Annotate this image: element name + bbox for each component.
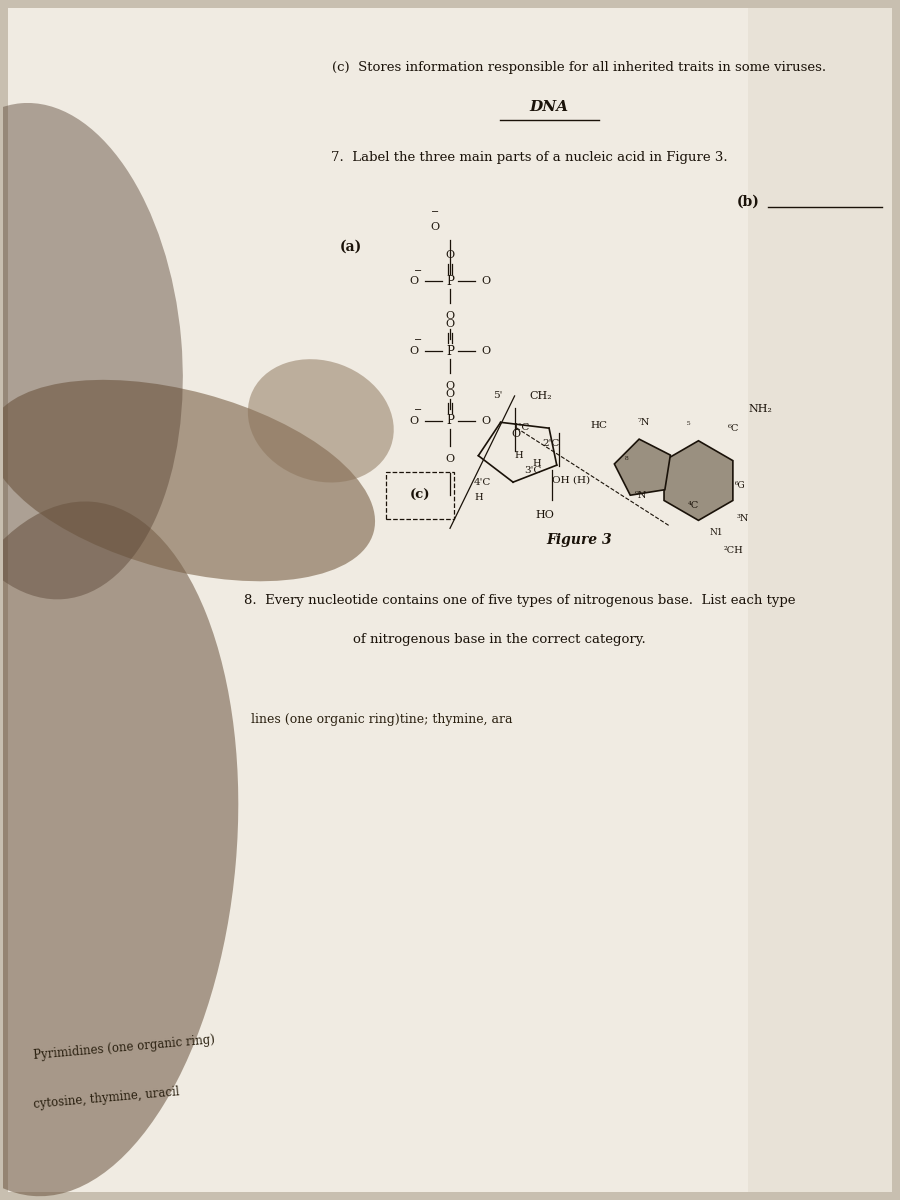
Text: −: −: [414, 265, 422, 276]
Text: NH₂: NH₂: [748, 404, 772, 414]
Polygon shape: [664, 440, 733, 521]
Text: O: O: [446, 250, 454, 259]
Text: O: O: [482, 346, 490, 356]
Text: (c)  Stores information responsible for all inherited traits in some viruses.: (c) Stores information responsible for a…: [332, 61, 826, 74]
Text: HC: HC: [590, 421, 608, 431]
Text: O: O: [482, 276, 490, 287]
Text: O: O: [446, 389, 454, 398]
Text: Pyrimidines (one organic ring): Pyrimidines (one organic ring): [32, 1033, 215, 1062]
Text: HO: HO: [536, 510, 554, 520]
Text: CH₂: CH₂: [529, 391, 552, 401]
Text: ⁹N: ⁹N: [634, 491, 647, 500]
Text: H: H: [515, 451, 523, 460]
Text: 4'C: 4'C: [473, 478, 491, 487]
Text: (c): (c): [410, 488, 430, 502]
Text: P: P: [446, 414, 454, 427]
Text: 3'C: 3'C: [525, 466, 542, 475]
Text: N1: N1: [709, 528, 724, 536]
Polygon shape: [615, 439, 670, 496]
Text: OH (H): OH (H): [552, 475, 590, 485]
Text: O: O: [446, 311, 454, 322]
Text: O: O: [410, 276, 418, 287]
Text: ⁶G: ⁶G: [734, 481, 745, 490]
Text: O: O: [446, 380, 454, 391]
Text: (b): (b): [737, 194, 760, 209]
Text: O: O: [410, 416, 418, 426]
Text: of nitrogenous base in the correct category.: of nitrogenous base in the correct categ…: [354, 634, 646, 647]
Text: ³N: ³N: [737, 514, 750, 523]
Text: ⁵: ⁵: [687, 421, 690, 431]
Text: 2'C: 2'C: [543, 439, 560, 448]
FancyBboxPatch shape: [8, 7, 892, 1193]
Ellipse shape: [0, 502, 238, 1196]
Text: P: P: [446, 275, 454, 288]
Text: lines (one organic ring)tine; thymine, ara: lines (one organic ring)tine; thymine, a…: [251, 713, 513, 726]
Text: cytosine, thymine, uracil: cytosine, thymine, uracil: [32, 1085, 180, 1110]
Text: ⁸: ⁸: [626, 456, 629, 466]
Ellipse shape: [248, 359, 394, 482]
Text: O: O: [512, 430, 521, 439]
Text: −: −: [431, 206, 439, 217]
Text: 7.  Label the three main parts of a nucleic acid in Figure 3.: 7. Label the three main parts of a nucle…: [331, 150, 728, 163]
Text: (a): (a): [339, 240, 362, 253]
Text: ⁶C: ⁶C: [727, 425, 739, 433]
Text: P: P: [446, 344, 454, 358]
Text: O: O: [482, 416, 490, 426]
Text: O: O: [430, 222, 440, 232]
FancyBboxPatch shape: [748, 7, 892, 1193]
Text: H: H: [533, 458, 542, 468]
Text: 1'C: 1'C: [512, 422, 530, 432]
Text: O: O: [446, 454, 454, 463]
Text: H: H: [474, 492, 482, 502]
Ellipse shape: [0, 380, 375, 581]
Text: Figure 3: Figure 3: [546, 533, 612, 547]
Text: O: O: [410, 346, 418, 356]
Text: ⁷N: ⁷N: [637, 419, 650, 427]
Text: 5': 5': [493, 391, 503, 401]
Text: −: −: [414, 404, 422, 415]
Text: ²CH: ²CH: [724, 546, 743, 554]
Text: ⁴C: ⁴C: [688, 500, 699, 510]
Text: −: −: [414, 335, 422, 346]
Text: DNA: DNA: [530, 101, 569, 114]
Text: O: O: [446, 319, 454, 329]
Ellipse shape: [0, 103, 183, 599]
Text: 8.  Every nucleotide contains one of five types of nitrogenous base.  List each : 8. Every nucleotide contains one of five…: [244, 594, 796, 606]
